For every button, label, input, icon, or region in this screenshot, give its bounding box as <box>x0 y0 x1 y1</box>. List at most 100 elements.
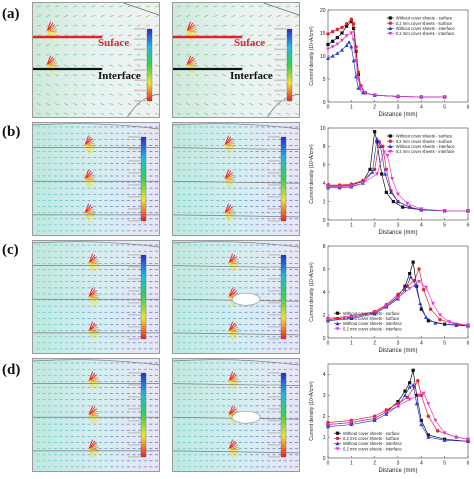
x-tick-label: 4 <box>420 341 423 347</box>
x-tick-label: 6 <box>467 105 470 111</box>
x-tick-label: 0 <box>327 223 330 229</box>
y-tick-label: 2 <box>323 199 326 205</box>
marker-square <box>373 130 376 133</box>
marker-triangle-up <box>383 172 387 176</box>
marker-circle <box>373 168 376 171</box>
y-tick-label: 2 <box>323 414 326 420</box>
interface-annotation-right: Interface <box>230 70 273 82</box>
y-axis-label: Current density (10⁴A/cm²) <box>309 144 315 204</box>
marker-triangle-down <box>408 398 412 402</box>
panel-label-d: (d) <box>2 362 20 379</box>
x-tick-label: 5 <box>443 105 446 111</box>
marker-circle <box>331 30 334 33</box>
marker-triangle-up <box>349 45 353 49</box>
marker-circle <box>422 288 425 291</box>
legend-label: 0.2 mm cover sheets - interface <box>343 326 402 331</box>
y-tick-label: 4 <box>323 290 326 296</box>
marker-square <box>403 390 406 393</box>
y-tick-label: 10 <box>320 126 326 132</box>
marker-circle <box>429 308 432 311</box>
field-background <box>173 123 299 235</box>
marker-circle <box>417 267 420 270</box>
y-axis-label: Current density (10⁴A/cm²) <box>309 262 315 322</box>
panel-label-b: (b) <box>2 124 20 141</box>
marker-triangle-up <box>424 315 428 319</box>
x-tick-label: 6 <box>467 341 470 347</box>
y-tick-label: 0 <box>323 218 326 224</box>
marker-triangle-down <box>375 172 379 176</box>
marker-circle <box>427 415 430 418</box>
series-group <box>326 150 470 212</box>
marker-triangle-up <box>347 40 351 44</box>
marker-square <box>385 191 388 194</box>
marker-square <box>392 200 395 203</box>
x-tick-label: 0 <box>327 105 330 111</box>
y-tick-label: 10 <box>320 54 326 60</box>
field-plot <box>173 3 299 117</box>
marker-triangle-up <box>411 383 415 387</box>
x-tick-label: 3 <box>397 223 400 229</box>
y-tick-label: 5 <box>323 77 326 83</box>
x-tick-label: 1 <box>350 105 353 111</box>
y-tick-label: 0 <box>323 456 326 462</box>
marker-square <box>368 168 371 171</box>
marker-triangle-up <box>326 56 330 60</box>
simulation-image-b-without-cover <box>32 122 160 236</box>
field-plot <box>173 359 299 471</box>
y-tick-label: 0 <box>323 100 326 106</box>
x-tick-label: 2 <box>373 341 376 347</box>
marker-triangle-down <box>390 177 394 181</box>
series-group <box>326 31 447 99</box>
field-plot <box>33 359 159 471</box>
y-tick-label: 6 <box>323 163 326 169</box>
x-tick-label: 2 <box>373 105 376 111</box>
legend-label: 0.2 mm cover sheets - interface <box>343 446 402 451</box>
marker-circle <box>389 22 392 25</box>
y-tick-label: 6 <box>323 267 326 273</box>
x-tick-label: 5 <box>443 461 446 467</box>
marker-square <box>412 261 415 264</box>
marker-circle <box>336 317 339 320</box>
field-plot <box>33 3 159 117</box>
field-plot <box>33 241 159 353</box>
x-tick-label: 6 <box>467 223 470 229</box>
marker-square <box>331 40 334 43</box>
x-tick-label: 3 <box>397 105 400 111</box>
marker-square <box>408 381 411 384</box>
y-tick-label: 20 <box>320 8 326 14</box>
y-tick-label: 1 <box>323 435 326 441</box>
marker-triangle-down <box>335 42 339 46</box>
field-background <box>33 123 159 235</box>
series-group <box>326 40 447 98</box>
x-tick-label: 1 <box>350 223 353 229</box>
x-tick-label: 4 <box>420 223 423 229</box>
marker-square <box>326 43 329 46</box>
legend-label: 0.2 mm cover sheets - interface <box>396 149 455 154</box>
marker-square <box>412 369 415 372</box>
marker-triangle-down <box>431 302 435 306</box>
simulation-image-d-with-cover <box>172 358 300 472</box>
marker-triangle-down <box>386 154 390 158</box>
field-plot <box>173 123 299 235</box>
x-tick-label: 5 <box>443 223 446 229</box>
marker-square <box>408 272 411 275</box>
marker-triangle-up <box>335 51 339 55</box>
marker-circle <box>438 318 441 321</box>
marker-square <box>389 16 392 19</box>
marker-square <box>401 206 404 209</box>
marker-triangle-down <box>326 48 330 52</box>
surface-annotation-right: Suface <box>234 37 265 49</box>
marker-circle <box>336 28 339 31</box>
panel-label-c: (c) <box>2 242 19 259</box>
y-tick-label: 15 <box>320 31 326 37</box>
